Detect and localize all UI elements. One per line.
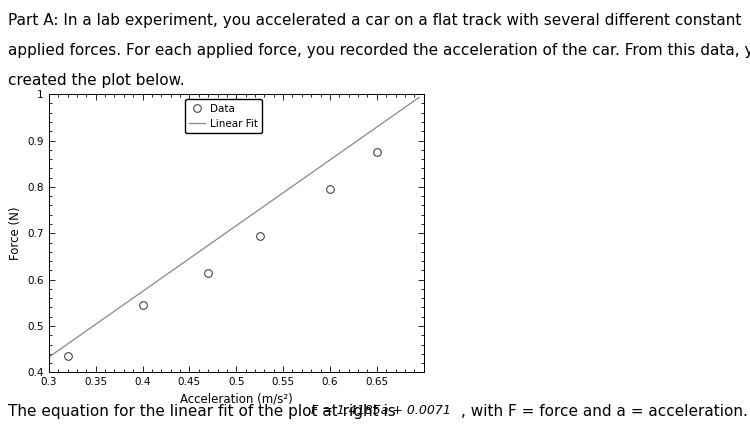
Data [138,303,147,308]
Text: , with F = force and a = acceleration.: , with F = force and a = acceleration. [461,404,748,419]
Data [373,149,382,155]
Data [255,233,264,238]
Linear Fit [40,358,49,363]
Linear Fit [380,119,388,125]
Linear Fit [415,95,424,100]
Text: The equation for the linear fit of the plot at right is: The equation for the linear fit of the p… [8,404,400,419]
Line: Linear Fit: Linear Fit [44,98,419,360]
Linear Fit [356,136,364,141]
Linear Fit [40,357,50,362]
Text: created the plot below.: created the plot below. [8,73,184,88]
Legend: Data, Linear Fit: Data, Linear Fit [185,99,262,133]
Data [203,270,213,275]
Line: Data: Data [64,148,381,360]
Text: F = 1.4185a + 0.0071: F = 1.4185a + 0.0071 [311,404,452,417]
X-axis label: Acceleration (m/s²): Acceleration (m/s²) [180,393,292,406]
Text: Part A: In a lab experiment, you accelerated a car on a flat track with several : Part A: In a lab experiment, you acceler… [8,13,741,28]
Text: applied forces. For each applied force, you recorded the acceleration of the car: applied forces. For each applied force, … [8,43,750,58]
Linear Fit [269,197,278,202]
Data [63,354,72,359]
Linear Fit [262,202,271,207]
Linear Fit [262,201,272,206]
Y-axis label: Force (N): Force (N) [9,207,22,260]
Data [326,187,334,192]
